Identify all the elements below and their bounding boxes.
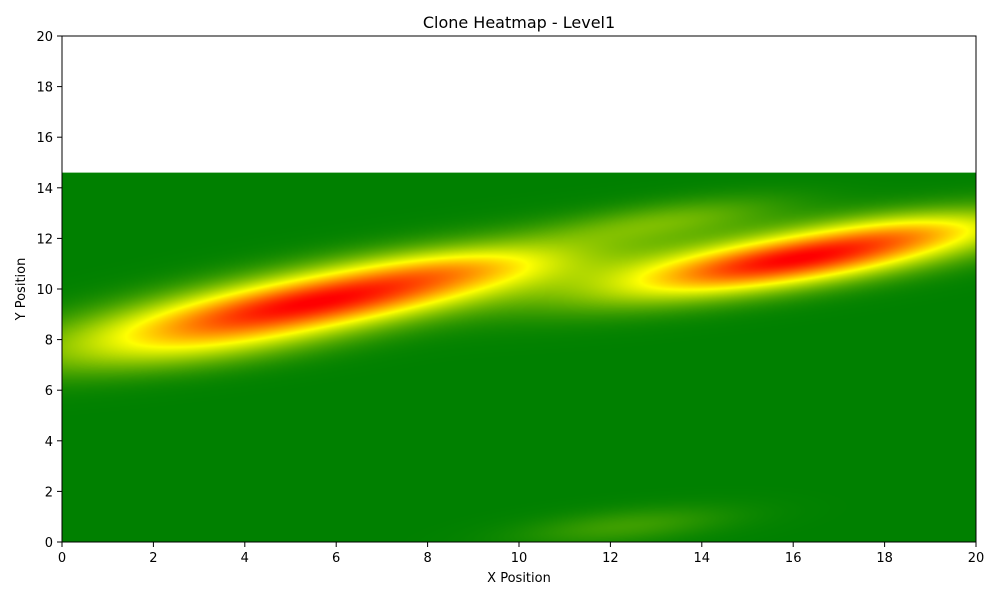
x-axis-ticks: 0 2 4 6 8 10 12 14 16 18 20: [58, 542, 984, 566]
x-tick-label: 4: [241, 551, 249, 566]
x-tick-label: 12: [602, 551, 619, 566]
y-tick-label: 2: [45, 485, 53, 500]
x-axis-label: X Position: [487, 571, 551, 586]
y-tick-label: 4: [45, 435, 53, 450]
y-tick-label: 0: [45, 536, 53, 551]
y-tick-label: 18: [36, 81, 53, 96]
y-tick-label: 16: [36, 131, 53, 146]
x-tick-label: 0: [58, 551, 66, 566]
y-tick-label: 14: [36, 182, 53, 197]
x-tick-label: 2: [149, 551, 157, 566]
y-axis-ticks: 0 2 4 6 8 10 12 14 16 18 20: [36, 30, 62, 551]
y-axis-label: Y Position: [14, 258, 29, 322]
y-tick-label: 10: [36, 283, 53, 298]
x-tick-label: 6: [332, 551, 340, 566]
x-tick-label: 18: [876, 551, 893, 566]
y-tick-label: 6: [45, 384, 53, 399]
x-tick-label: 8: [423, 551, 431, 566]
y-tick-label: 20: [36, 30, 53, 45]
x-tick-label: 10: [511, 551, 528, 566]
x-tick-label: 14: [694, 551, 711, 566]
heatmap-image: [62, 172, 976, 542]
chart-title: Clone Heatmap - Level1: [423, 13, 615, 32]
x-tick-label: 20: [968, 551, 985, 566]
y-tick-label: 12: [36, 232, 53, 247]
y-tick-label: 8: [45, 334, 53, 349]
x-tick-label: 16: [785, 551, 802, 566]
